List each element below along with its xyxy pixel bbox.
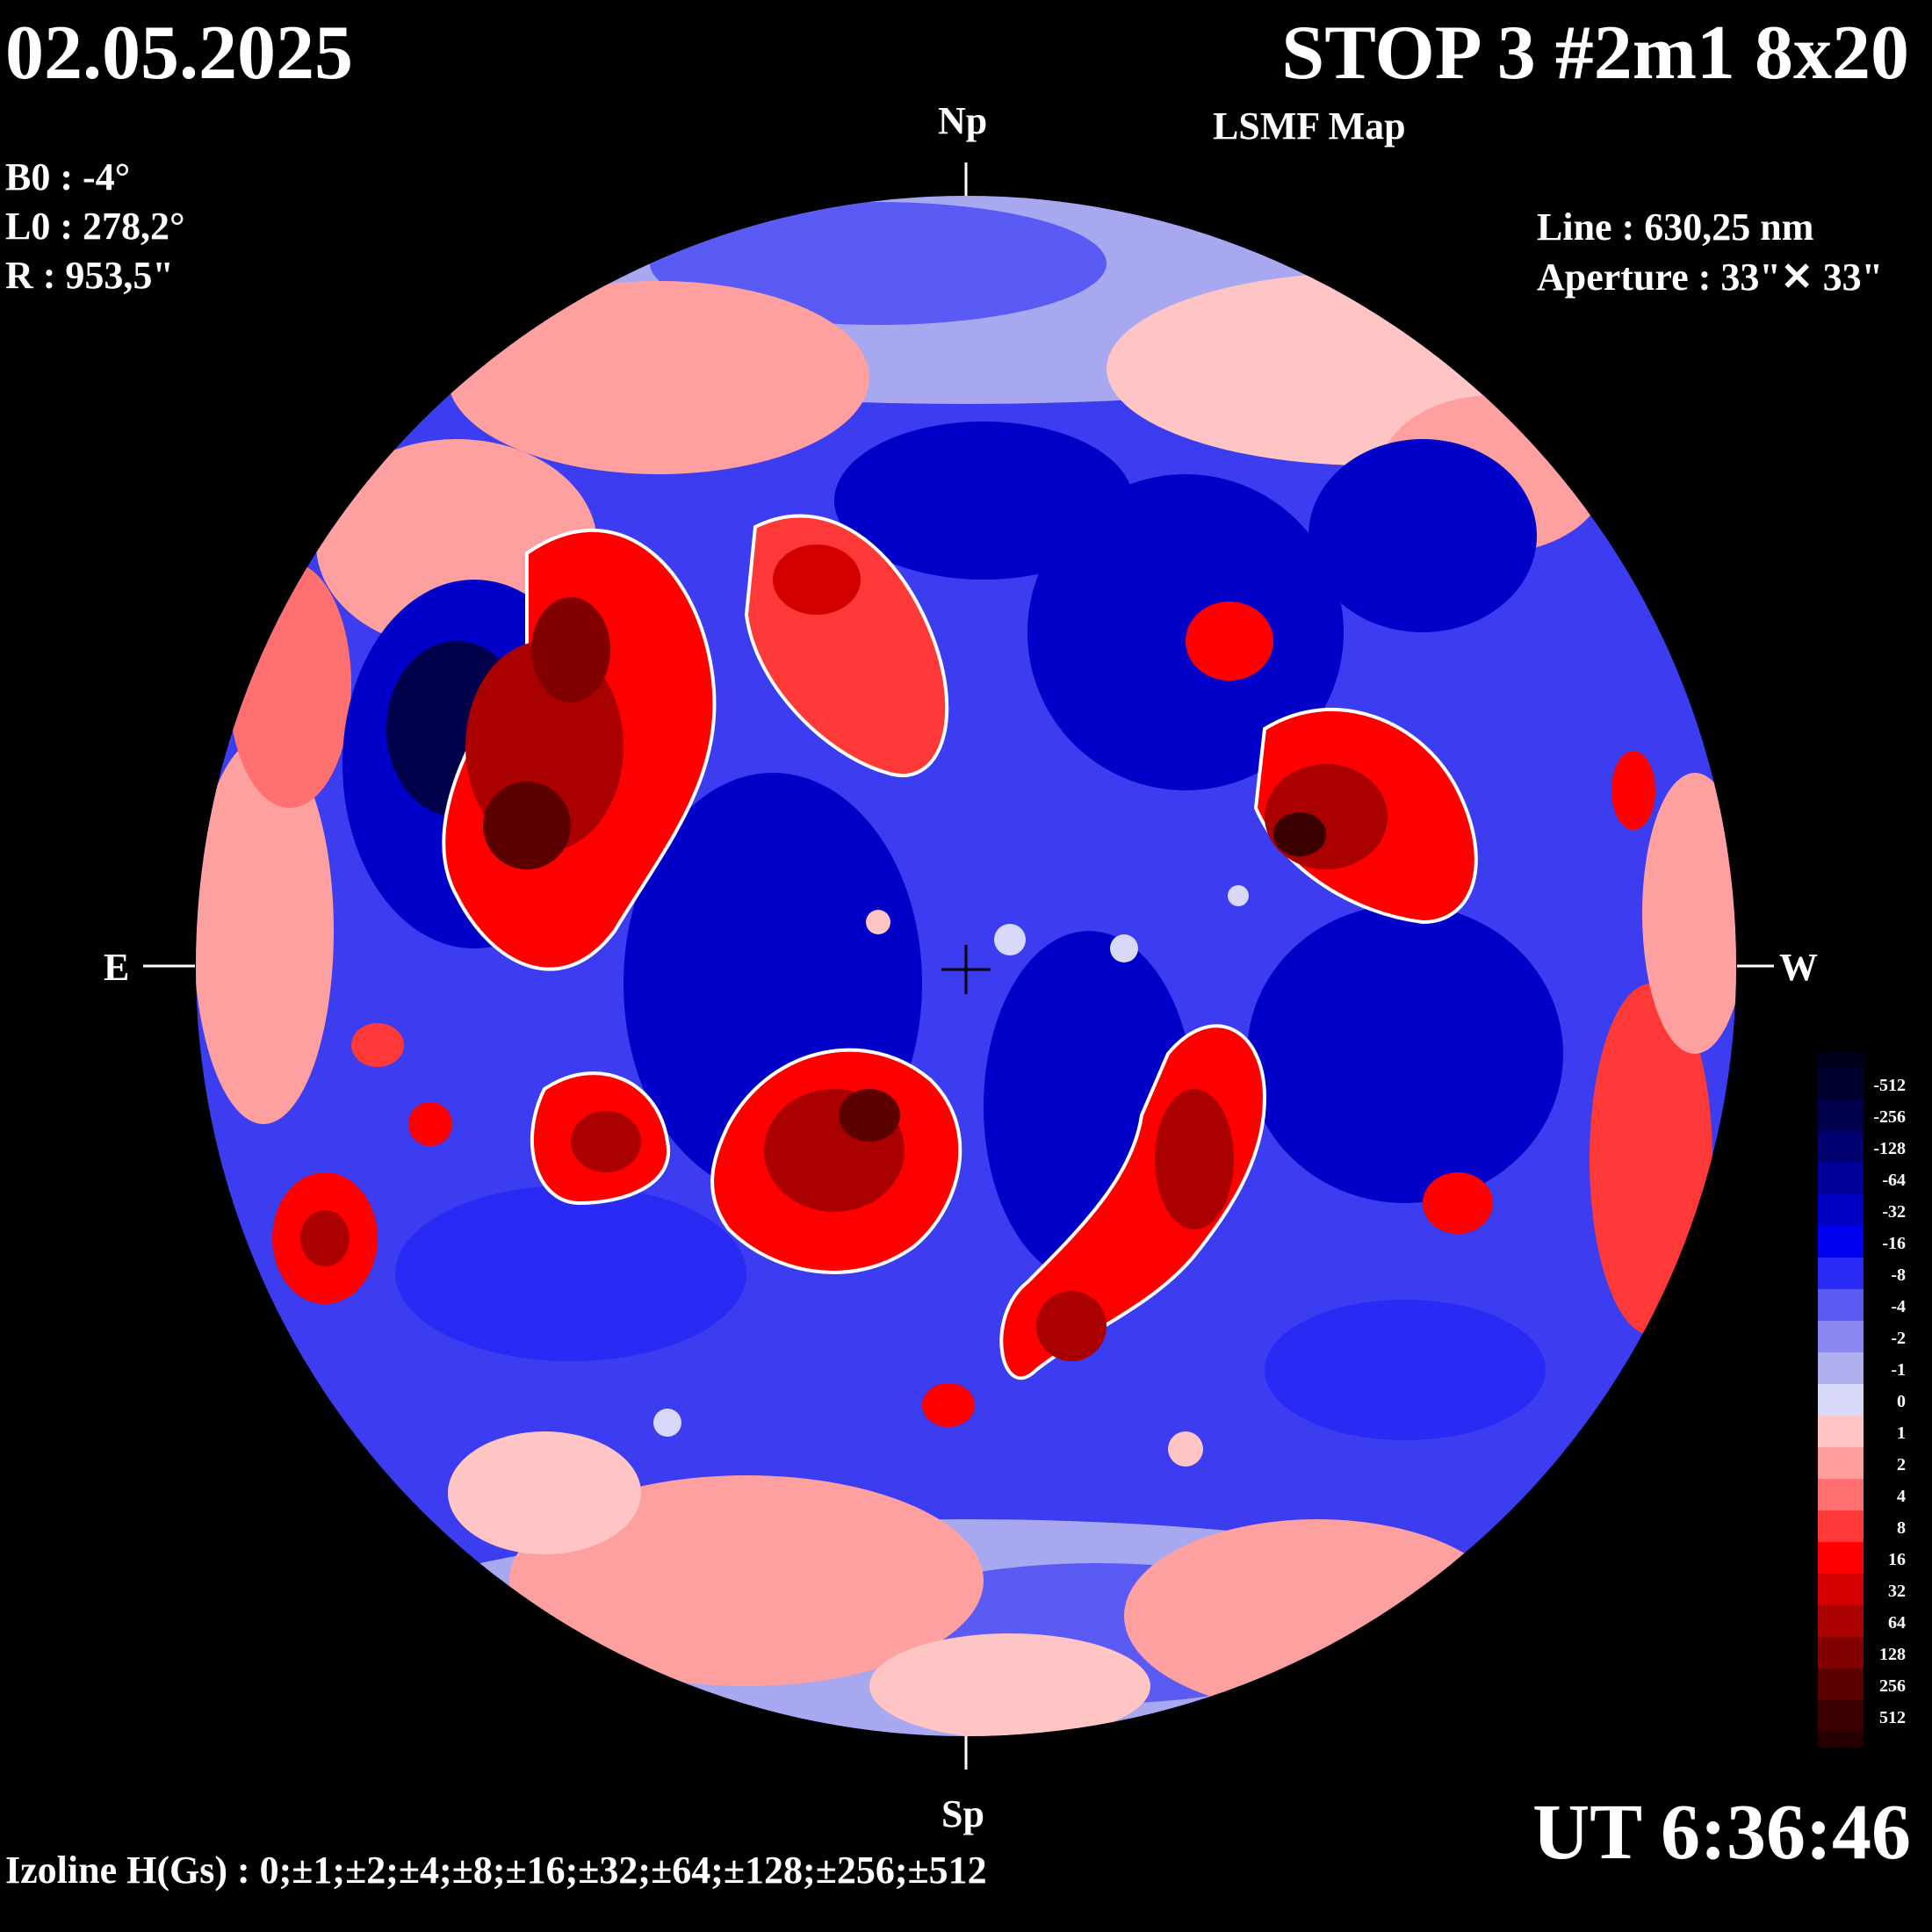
east-label: E — [104, 946, 130, 989]
aperture: Aperture : 33"✕ 33" — [1537, 256, 1884, 299]
colorbar-label: 256 — [1879, 1676, 1906, 1696]
colorbar-swatch — [1818, 1510, 1864, 1542]
colorbar-label: -512 — [1873, 1076, 1906, 1095]
solar-disk — [196, 196, 1736, 1736]
colorbar-label: -256 — [1873, 1107, 1906, 1127]
colorbar-label: -1 — [1891, 1360, 1906, 1380]
observation-date: 02.05.2025 — [5, 11, 353, 96]
colorbar-label: 32 — [1888, 1582, 1906, 1601]
b0-parameter: B0 : -4° — [5, 155, 131, 198]
colorbar-swatch — [1818, 1321, 1864, 1352]
color-scale-bar: -512 -256 -128 -64 -32 -16 -8 -4 -2 -1 0 1 2 4 8 16 32 64… — [1818, 1052, 1906, 1748]
colorbar-label: 2 — [1897, 1455, 1906, 1474]
colorbar-label: 8 — [1897, 1518, 1906, 1538]
radius-parameter: R : 953,5" — [5, 254, 174, 297]
colorbar-label: -16 — [1882, 1234, 1906, 1253]
colorbar-label: 0 — [1897, 1392, 1906, 1411]
west-label: W — [1779, 946, 1818, 989]
colorbar-label: -32 — [1882, 1202, 1906, 1222]
colorbar-swatch — [1818, 1352, 1864, 1384]
colorbar-label: 128 — [1879, 1645, 1906, 1664]
spectral-line: Line : 630,25 nm — [1537, 205, 1814, 249]
colorbar-label: -2 — [1891, 1329, 1906, 1348]
colorbar-bottom-band — [1818, 1732, 1864, 1748]
observation-title: STOP 3 #2m1 8x20 — [1281, 11, 1909, 96]
colorbar-label: 4 — [1897, 1487, 1906, 1506]
colorbar-label: 512 — [1879, 1708, 1906, 1727]
south-pole-label: Sp — [941, 1792, 984, 1835]
colorbar-label: 1 — [1897, 1424, 1906, 1443]
colorbar-swatch — [1818, 1416, 1864, 1447]
colorbar-swatch — [1818, 1479, 1864, 1510]
colorbar-swatch — [1818, 1574, 1864, 1605]
colorbar-swatch — [1818, 1131, 1864, 1163]
colorbar-swatch — [1818, 1637, 1864, 1669]
l0-parameter: L0 : 278,2° — [5, 205, 185, 248]
colorbar-swatch — [1818, 1289, 1864, 1321]
colorbar-swatch — [1818, 1194, 1864, 1226]
colorbar-label: -8 — [1891, 1265, 1906, 1285]
map-subtitle: LSMF Map — [1213, 105, 1406, 148]
north-pole-label: Np — [938, 99, 988, 142]
colorbar-label: 16 — [1888, 1550, 1906, 1569]
colorbar-swatch — [1818, 1542, 1864, 1574]
colorbar-label: -128 — [1873, 1139, 1906, 1158]
colorbar-swatch — [1818, 1700, 1864, 1732]
colorbar-swatch — [1818, 1163, 1864, 1194]
colorbar-swatch — [1818, 1226, 1864, 1258]
ut-time: UT 6:36:46 — [1532, 1789, 1911, 1876]
colorbar-top-band — [1818, 1052, 1864, 1068]
colorbar-label: -64 — [1882, 1171, 1906, 1190]
colorbar-label: -4 — [1891, 1297, 1906, 1316]
izoline-legend: Izoline H(Gs) : 0;±1;±2;±4;±8;±16;±32;±6… — [5, 1849, 987, 1892]
colorbar-swatch — [1818, 1099, 1864, 1131]
colorbar-label: 64 — [1888, 1613, 1906, 1633]
colorbar-swatch — [1818, 1605, 1864, 1637]
colorbar-swatch — [1818, 1669, 1864, 1700]
colorbar-swatch — [1818, 1258, 1864, 1289]
colorbar-swatch — [1818, 1384, 1864, 1416]
colorbar-swatch — [1818, 1447, 1864, 1479]
colorbar-swatch — [1818, 1068, 1864, 1099]
